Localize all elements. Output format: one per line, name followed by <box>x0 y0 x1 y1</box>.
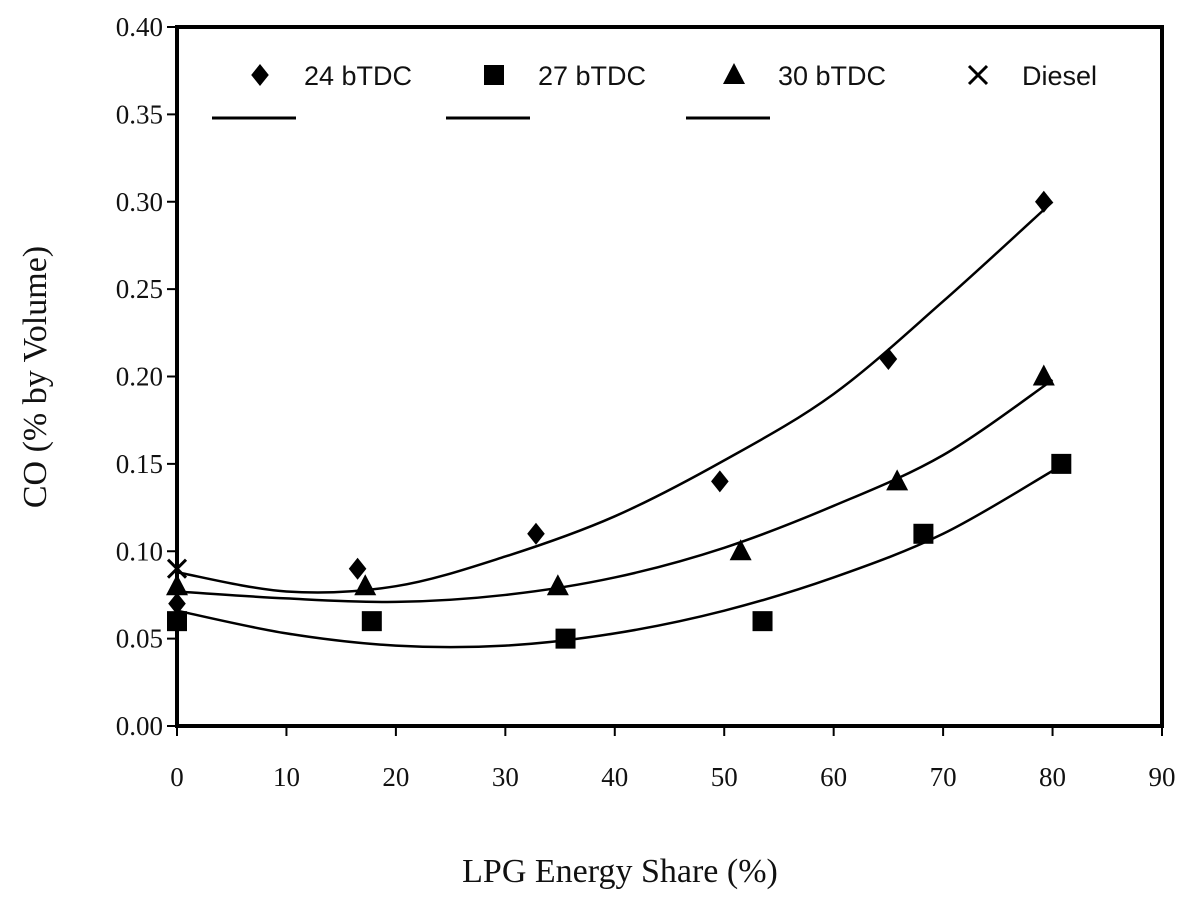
legend-marker-diesel <box>967 64 989 86</box>
legend: 24 bTDC 27 bTDC 30 bTDC Diesel <box>212 61 1097 120</box>
point-24-btdc <box>527 522 545 545</box>
point-27-btdc <box>1051 453 1072 474</box>
legend-marker-27-btdc <box>484 65 504 85</box>
y-tick-label: 0.25 <box>116 274 163 304</box>
point-24-btdc <box>879 348 898 371</box>
legend-marker-30-btdc <box>723 63 745 84</box>
x-tick-label: 20 <box>382 762 409 792</box>
point-27-btdc <box>913 523 934 544</box>
plot-frame <box>175 25 1164 728</box>
point-30-btdc <box>1032 364 1055 386</box>
point-30-btdc <box>354 574 377 596</box>
x-tick-label: 70 <box>930 762 957 792</box>
trendline-24-btdc <box>176 200 1054 594</box>
x-tick-label: 60 <box>820 762 847 792</box>
point-27-btdc <box>361 611 382 632</box>
y-tick-label: 0.10 <box>116 536 163 566</box>
point-24-btdc <box>348 557 367 580</box>
y-axis: 0.00 0.05 0.10 0.15 0.20 0.25 0.30 0.35 0.40 <box>116 12 177 741</box>
x-tick-label: 30 <box>492 762 519 792</box>
y-tick-label: 0.40 <box>116 12 163 42</box>
point-30-btdc <box>166 574 188 596</box>
trendline-30-btdc <box>176 378 1054 604</box>
x-tick-label: 0 <box>170 762 184 792</box>
point-diesel <box>166 558 188 579</box>
y-tick-label: 0.15 <box>116 449 163 479</box>
point-27-btdc <box>752 611 773 632</box>
point-30-btdc <box>729 539 752 561</box>
y-tick-label: 0.05 <box>116 624 163 654</box>
point-30-btdc <box>886 469 909 491</box>
x-tick-label: 40 <box>601 762 628 792</box>
legend-marker-24-btdc <box>251 64 269 86</box>
y-tick-label: 0.20 <box>116 362 163 392</box>
y-axis-title: CO (% by Volume) <box>17 246 54 508</box>
x-axis: 0 10 20 30 40 50 60 70 80 90 <box>170 726 1176 792</box>
y-tick-label: 0.00 <box>116 711 163 741</box>
y-tick-label: 0.30 <box>116 187 163 217</box>
data-markers <box>166 190 1072 649</box>
trendlines <box>176 200 1054 649</box>
x-tick-label: 10 <box>273 762 300 792</box>
point-30-btdc <box>546 574 569 596</box>
legend-label: Diesel <box>1022 61 1097 91</box>
point-27-btdc <box>555 628 576 649</box>
y-tick-label: 0.35 <box>116 99 163 129</box>
x-axis-title: LPG Energy Share (%) <box>462 853 778 890</box>
point-24-btdc <box>1035 190 1053 213</box>
x-tick-label: 50 <box>711 762 738 792</box>
point-24-btdc <box>168 592 186 615</box>
trendline-27-btdc <box>176 469 1054 649</box>
legend-label: 27 bTDC <box>538 61 646 91</box>
x-tick-label: 90 <box>1149 762 1176 792</box>
legend-label: 24 bTDC <box>304 61 412 91</box>
point-24-btdc <box>711 470 729 493</box>
x-tick-label: 80 <box>1039 762 1066 792</box>
legend-label: 30 bTDC <box>778 61 886 91</box>
point-27-btdc <box>167 611 187 632</box>
